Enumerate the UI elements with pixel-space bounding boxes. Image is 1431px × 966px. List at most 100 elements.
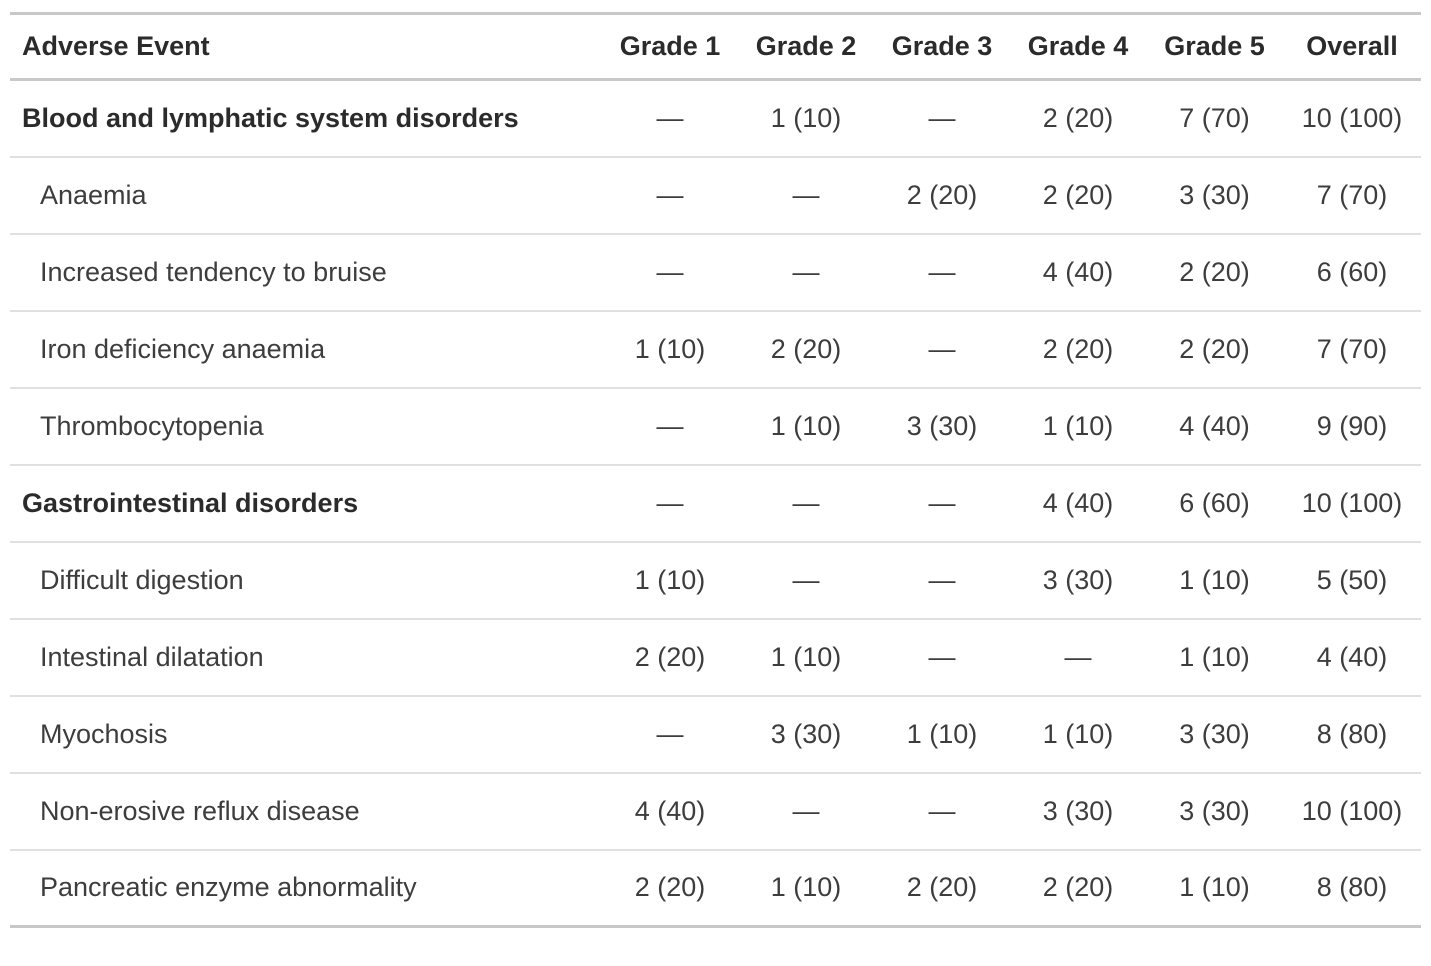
cell-value: 1 (10) [1042, 718, 1114, 749]
table-row: Myochosis — 3 (30) 1 (10) 1 (10) 3 (30) 8 (80) [10, 696, 1421, 773]
cell-value: 2 (20) [906, 179, 978, 210]
table-row: Non-erosive reflux disease 4 (40) — — 3 (30)… [10, 773, 1421, 850]
cell-value: 2 (20) [634, 641, 706, 672]
cell-value: — [792, 564, 820, 595]
cell-value: 1 (10) [906, 718, 978, 749]
cell-value: 1 (10) [770, 641, 842, 672]
cell-value: — [792, 795, 820, 826]
table-body: Blood and lymphatic system disorders — 1 (… [10, 80, 1421, 927]
table-row: Intestinal dilatation 2 (20) 1 (10) — — 1 (10… [10, 619, 1421, 696]
table-row: Gastrointestinal disorders — — — 4 (40) 6 (60… [10, 465, 1421, 542]
cell-value: 3 (30) [770, 718, 842, 749]
cell-value: 2 (20) [1042, 102, 1114, 133]
cell-value: 7 (70) [1316, 333, 1388, 364]
cell-value: 10 (100) [1301, 487, 1403, 518]
column-header-grade-5: Grade 5 [1164, 31, 1265, 61]
cell-value: 1 (10) [634, 333, 706, 364]
cell-value: 1 (10) [1042, 410, 1114, 441]
cell-value: 3 (30) [1042, 564, 1114, 595]
cell-value: — [928, 256, 956, 287]
event-item-label: Intestinal dilatation [40, 641, 264, 672]
cell-value: 6 (60) [1179, 487, 1250, 518]
event-item-label: Increased tendency to bruise [40, 256, 387, 287]
cell-value: 1 (10) [770, 410, 842, 441]
cell-value: 10 (100) [1301, 795, 1403, 826]
event-group-label: Blood and lymphatic system disorders [22, 102, 519, 133]
event-group-label: Gastrointestinal disorders [22, 487, 359, 518]
cell-value: 7 (70) [1316, 179, 1388, 210]
cell-value: 3 (30) [1179, 718, 1250, 749]
column-header-overall: Overall [1306, 31, 1398, 61]
cell-value: 4 (40) [634, 795, 706, 826]
cell-value: 4 (40) [1316, 641, 1388, 672]
table-row: Thrombocytopenia — 1 (10) 3 (30) 1 (10) 4 (40… [10, 388, 1421, 465]
cell-value: 4 (40) [1179, 410, 1250, 441]
cell-value: — [656, 718, 684, 749]
event-item-label: Non-erosive reflux disease [40, 795, 360, 826]
cell-value: — [656, 410, 684, 441]
event-item-label: Myochosis [40, 718, 168, 749]
cell-value: 1 (10) [634, 564, 706, 595]
cell-value: 3 (30) [1179, 795, 1250, 826]
cell-value: 7 (70) [1179, 102, 1250, 133]
column-header-adverse-event: Adverse Event [22, 31, 210, 61]
table-header: Adverse Event Grade 1 Grade 2 Grade 3 Gr… [10, 14, 1421, 80]
table-row: Increased tendency to bruise — — — 4 (40) 2 (… [10, 234, 1421, 311]
event-item-label: Pancreatic enzyme abnormality [40, 872, 417, 903]
table-row: Iron deficiency anaemia 1 (10) 2 (20) — 2 (2… [10, 311, 1421, 388]
cell-value: — [792, 487, 820, 518]
table-row: Difficult digestion 1 (10) — — 3 (30) 1 (10) 5… [10, 542, 1421, 619]
cell-value: — [656, 256, 684, 287]
event-item-label: Iron deficiency anaemia [40, 333, 326, 364]
cell-value: 2 (20) [1042, 179, 1114, 210]
cell-value: 2 (20) [1042, 333, 1114, 364]
cell-value: — [928, 641, 956, 672]
event-item-label: Difficult digestion [40, 564, 244, 595]
cell-value: — [656, 179, 684, 210]
cell-value: 2 (20) [906, 872, 978, 903]
cell-value: 3 (30) [1179, 179, 1250, 210]
table-row: Pancreatic enzyme abnormality 2 (20) 1 (10… [10, 850, 1421, 927]
cell-value: — [792, 179, 820, 210]
column-header-grade-1: Grade 1 [619, 31, 721, 61]
cell-value: 2 (20) [1179, 333, 1250, 364]
cell-value: 4 (40) [1042, 256, 1114, 287]
cell-value: — [928, 564, 956, 595]
cell-value: 3 (30) [906, 410, 978, 441]
event-item-label: Thrombocytopenia [40, 410, 264, 441]
column-header-grade-4: Grade 4 [1027, 31, 1129, 61]
column-header-grade-2: Grade 2 [755, 31, 857, 61]
cell-value: 3 (30) [1042, 795, 1114, 826]
cell-value: 8 (80) [1316, 872, 1388, 903]
cell-value: — [928, 795, 956, 826]
cell-value: 8 (80) [1316, 718, 1388, 749]
cell-value: 6 (60) [1316, 256, 1388, 287]
cell-value: 1 (10) [770, 872, 842, 903]
header-row: Adverse Event Grade 1 Grade 2 Grade 3 Gr… [10, 14, 1421, 80]
cell-value: 1 (10) [770, 102, 842, 133]
cell-value: 5 (50) [1316, 564, 1388, 595]
cell-value: 1 (10) [1179, 564, 1250, 595]
cell-value: 1 (10) [1179, 872, 1250, 903]
cell-value: 10 (100) [1301, 102, 1403, 133]
cell-value: — [1064, 641, 1092, 672]
table-row: Anaemia — — 2 (20) 2 (20) 3 (30) 7 (70) [10, 157, 1421, 234]
cell-value: 2 (20) [770, 333, 842, 364]
cell-value: 1 (10) [1179, 641, 1250, 672]
cell-value: — [656, 487, 684, 518]
table-row: Blood and lymphatic system disorders — 1 (… [10, 80, 1421, 157]
cell-value: 4 (40) [1042, 487, 1114, 518]
cell-value: 2 (20) [1179, 256, 1250, 287]
cell-value: 2 (20) [1042, 872, 1114, 903]
adverse-events-table: Adverse Event Grade 1 Grade 2 Grade 3 Gr… [10, 12, 1421, 928]
event-item-label: Anaemia [40, 179, 147, 210]
cell-value: 2 (20) [634, 872, 706, 903]
cell-value: — [928, 487, 956, 518]
column-header-grade-3: Grade 3 [891, 31, 993, 61]
cell-value: — [656, 102, 684, 133]
page: Adverse Event Grade 1 Grade 2 Grade 3 Gr… [10, 12, 1421, 928]
cell-value: — [928, 102, 956, 133]
cell-value: 9 (90) [1316, 410, 1388, 441]
cell-value: — [792, 256, 820, 287]
cell-value: — [928, 333, 956, 364]
